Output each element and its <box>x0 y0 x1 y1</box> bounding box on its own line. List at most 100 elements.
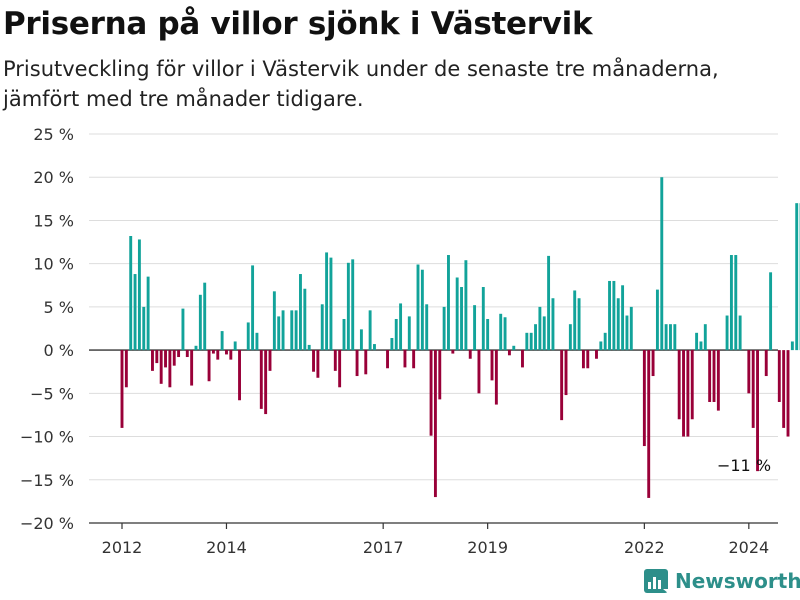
bar <box>669 324 672 351</box>
bar <box>264 350 268 415</box>
bar <box>168 350 172 388</box>
bar <box>429 350 433 436</box>
bar <box>129 236 133 351</box>
bar <box>386 350 389 369</box>
y-tick-label: −20 % <box>20 514 74 533</box>
bar <box>764 350 768 377</box>
bar <box>155 350 159 364</box>
bar <box>124 350 128 388</box>
bar <box>211 350 215 354</box>
bar <box>547 255 551 351</box>
bar <box>316 350 320 378</box>
bar <box>512 345 516 351</box>
bar <box>477 350 481 394</box>
bar <box>177 350 181 358</box>
bar <box>708 350 712 402</box>
bar <box>464 260 468 351</box>
bar <box>325 252 329 351</box>
bar <box>586 350 590 369</box>
bar <box>368 310 372 351</box>
bar <box>146 276 150 351</box>
bar <box>442 306 446 351</box>
bar <box>333 350 337 371</box>
bar <box>259 350 263 409</box>
bar <box>716 350 720 411</box>
bar <box>612 280 616 351</box>
x-tick-label: 2012 <box>102 538 143 557</box>
bar <box>786 350 790 437</box>
bar <box>451 350 455 354</box>
bar <box>790 341 794 351</box>
x-tick-label: 2022 <box>624 538 665 557</box>
bar <box>673 324 677 351</box>
y-tick-label: −10 % <box>20 428 74 447</box>
bar <box>682 350 685 437</box>
y-axis-labels: 25 % 20 % 15 % 10 % 5 % 0 % −5 % −10 % −15 % −20 … <box>20 125 74 533</box>
bar <box>181 308 185 351</box>
bar <box>460 287 463 351</box>
y-tick-label: −5 % <box>30 384 74 403</box>
bar <box>416 264 420 351</box>
bar <box>581 350 585 369</box>
bar <box>203 282 207 351</box>
bar <box>329 257 333 351</box>
bar <box>507 350 511 356</box>
bar <box>137 239 141 351</box>
bar <box>481 287 485 351</box>
bar <box>534 324 537 351</box>
bar <box>251 265 255 351</box>
bars <box>120 177 800 498</box>
bar <box>351 259 355 351</box>
bar <box>725 315 729 351</box>
bar <box>312 350 315 372</box>
bar <box>712 350 716 402</box>
bar <box>399 303 403 351</box>
bar <box>473 305 477 351</box>
bar <box>207 350 211 382</box>
bar <box>486 318 490 351</box>
chart-title: Priserna på villor sjönk i Västervik <box>3 6 593 42</box>
bar <box>320 304 324 351</box>
x-tick-label: 2014 <box>206 538 247 557</box>
bar <box>338 350 342 388</box>
bar <box>625 315 629 351</box>
bar <box>647 350 651 498</box>
bar <box>621 285 625 351</box>
y-tick-label: −15 % <box>20 471 74 490</box>
bar <box>777 350 781 402</box>
bar <box>233 341 237 351</box>
bar <box>795 203 799 351</box>
bar <box>494 350 498 405</box>
bar <box>255 332 259 351</box>
x-tick-label: 2019 <box>467 538 508 557</box>
bar <box>568 324 572 351</box>
bar <box>729 255 733 351</box>
bar <box>499 313 503 351</box>
bar <box>190 350 194 386</box>
bar <box>425 304 429 351</box>
bar <box>551 298 555 351</box>
x-tick-label: 2017 <box>363 538 404 557</box>
bar <box>529 332 533 351</box>
bar <box>303 288 307 351</box>
bar <box>151 350 154 371</box>
bar <box>133 274 137 351</box>
bar <box>651 350 655 377</box>
bar <box>359 329 363 351</box>
bar <box>664 324 668 351</box>
bar <box>142 306 146 351</box>
bar <box>198 294 202 351</box>
bar <box>307 344 311 351</box>
bar <box>642 350 646 447</box>
bar <box>595 350 598 359</box>
bar <box>686 350 690 437</box>
y-tick-label: 20 % <box>33 168 74 187</box>
bar <box>542 316 546 351</box>
bar <box>403 350 407 368</box>
bar <box>412 350 416 369</box>
bar <box>229 350 233 360</box>
x-axis: 2012 2014 2017 2019 2022 2024 <box>89 522 778 557</box>
bar <box>394 318 398 351</box>
bar <box>538 306 542 351</box>
bar <box>608 280 611 351</box>
